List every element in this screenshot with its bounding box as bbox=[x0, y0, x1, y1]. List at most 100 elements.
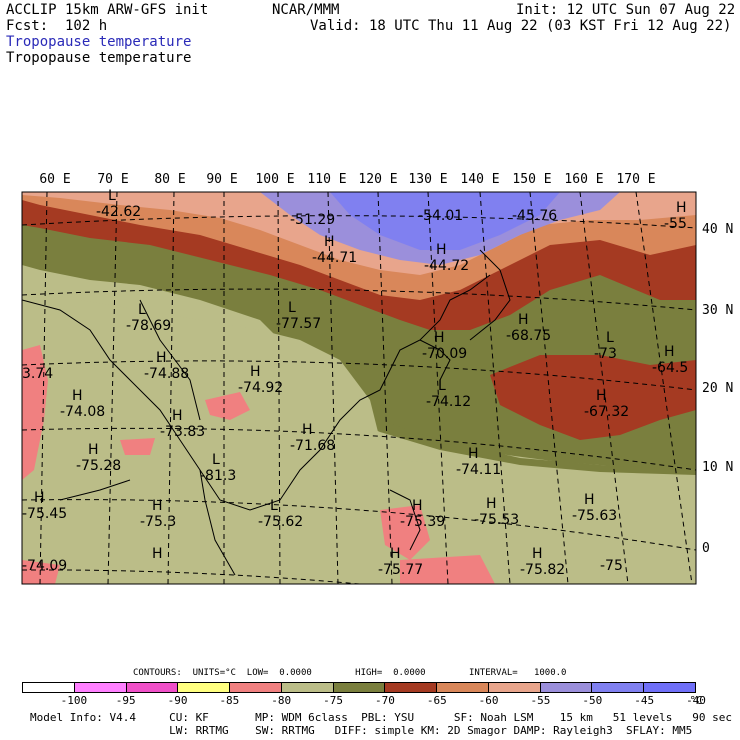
low-center-label: L-77.57 bbox=[276, 300, 321, 332]
forecast-hour: Fcst: 102 h bbox=[6, 18, 108, 34]
center-value: -74.09 bbox=[22, 558, 67, 574]
high-center-label: H-71.68 bbox=[290, 422, 335, 454]
center-mark: H bbox=[72, 388, 83, 404]
colorbar-swatch bbox=[333, 683, 386, 692]
high-center-label: H-75.28 bbox=[76, 442, 121, 474]
center-value: -44.72 bbox=[424, 258, 469, 274]
center-value: -78.69 bbox=[126, 318, 171, 334]
center-mark: L bbox=[606, 330, 614, 346]
longitude-label: 140 E bbox=[460, 172, 500, 187]
center-mark: H bbox=[34, 490, 45, 506]
high-center-label: H-74.08 bbox=[60, 388, 105, 420]
colorbar-swatch bbox=[385, 683, 438, 692]
center-mark: H bbox=[152, 498, 163, 514]
colorbar-tick-label: -65 bbox=[426, 694, 447, 707]
low-center-label: L-78.69 bbox=[126, 302, 171, 334]
high-center-label: H-64.5 bbox=[652, 344, 688, 376]
low-center-label: L-81.3 bbox=[200, 452, 236, 484]
longitude-label: 130 E bbox=[408, 172, 448, 187]
center-value: -54.01 bbox=[418, 208, 463, 224]
latitude-label: 40 N bbox=[702, 222, 734, 237]
high-center-label: H-75.45 bbox=[22, 490, 67, 522]
colorbar-tick-label: -75 bbox=[323, 694, 343, 707]
center-mark: L bbox=[438, 378, 446, 394]
colorbar-swatch bbox=[126, 683, 179, 692]
high-center-label: H-75.63 bbox=[572, 492, 617, 524]
org-label: NCAR/MMM bbox=[272, 2, 340, 18]
high-center-label: H-74.88 bbox=[144, 350, 189, 382]
high-center-label: H-73.83 bbox=[160, 408, 205, 440]
graticule bbox=[22, 192, 696, 584]
center-value: -67.32 bbox=[584, 404, 629, 420]
field-pink-patch-4 bbox=[380, 505, 430, 560]
center-mark: L bbox=[108, 188, 116, 204]
colorbar-swatch bbox=[23, 683, 75, 692]
center-value: -74.88 bbox=[144, 366, 189, 382]
center-value: -75.28 bbox=[76, 458, 121, 474]
high-center-label: H-75.82 bbox=[520, 546, 565, 578]
center-value: -70.09 bbox=[422, 346, 467, 362]
colorbar-tick-label: -50 bbox=[582, 694, 603, 707]
center-mark: H bbox=[434, 330, 445, 346]
center-value: -75.82 bbox=[520, 562, 565, 578]
high-center-label: H-75.53 bbox=[474, 496, 519, 528]
center-value: -44.71 bbox=[312, 250, 357, 266]
colorbar-swatch bbox=[540, 683, 593, 692]
center-mark: H bbox=[596, 388, 607, 404]
center-mark: H bbox=[664, 344, 675, 360]
colorbar-swatch bbox=[230, 683, 282, 692]
colorbar-swatch bbox=[281, 683, 334, 692]
colorbar-tick-label: -80 bbox=[271, 694, 292, 707]
colorbar-tick-label: -55 bbox=[530, 694, 551, 707]
center-value: -74.11 bbox=[456, 462, 501, 478]
colorbar-tick-label: -95 bbox=[115, 694, 136, 707]
high-center-label: H-67.32 bbox=[584, 388, 629, 420]
center-value: -51.29 bbox=[290, 212, 335, 228]
colorbar-tick-label: -90 bbox=[167, 694, 188, 707]
high-center-label: H-75.77 bbox=[378, 546, 423, 578]
high-center-label: H-70.09 bbox=[422, 330, 467, 362]
map-frame bbox=[21, 191, 697, 585]
latitude-label: 30 N bbox=[702, 303, 734, 318]
center-mark: H bbox=[436, 242, 447, 258]
colorbar-swatch bbox=[644, 683, 695, 692]
longitude-label: 120 E bbox=[358, 172, 398, 187]
colorbar-tick-label: -70 bbox=[374, 694, 395, 707]
high-center-label: H-75.39 bbox=[400, 498, 445, 530]
high-center-label: H-55 bbox=[664, 200, 687, 232]
field-title-1: Tropopause temperature bbox=[6, 34, 192, 50]
center-mark: L bbox=[138, 302, 146, 318]
longitude-label: 100 E bbox=[255, 172, 295, 187]
longitude-label: 60 E bbox=[39, 172, 71, 187]
center-value: -77.57 bbox=[276, 316, 321, 332]
center-mark: H bbox=[172, 408, 183, 424]
center-mark: L bbox=[212, 452, 220, 468]
center-mark: H bbox=[302, 422, 313, 438]
field-pink-patch-1 bbox=[22, 345, 48, 480]
longitude-label: 70 E bbox=[97, 172, 129, 187]
center-mark: H bbox=[584, 492, 595, 508]
colorbar-tick-label: -100 bbox=[60, 694, 88, 707]
center-value: -75.53 bbox=[474, 512, 519, 528]
field-blue-region bbox=[330, 192, 560, 250]
center-value: -75.39 bbox=[400, 514, 445, 530]
model-title: ACCLIP 15km ARW-GFS init bbox=[6, 2, 209, 18]
high-center-label: H-44.71 bbox=[312, 234, 357, 266]
high-center-label: H-75.3 bbox=[140, 498, 176, 530]
high-center-label: H bbox=[152, 546, 163, 562]
colorbar-tick-label: -45 bbox=[634, 694, 655, 707]
colorbar-swatch bbox=[592, 683, 645, 692]
center-mark: H bbox=[250, 364, 261, 380]
valid-time: Valid: 18 UTC Thu 11 Aug 22 (03 KST Fri … bbox=[310, 18, 732, 34]
center-value: -74.08 bbox=[60, 404, 105, 420]
contour-info: CONTOURS: UNITS=°C LOW= 0.0000 HIGH= 0.0… bbox=[133, 668, 567, 678]
colorbar-tick-label: -60 bbox=[478, 694, 499, 707]
colorbar-tick-label: -85 bbox=[219, 694, 240, 707]
colorbar-swatch bbox=[74, 683, 127, 692]
center-value: -75 bbox=[600, 558, 623, 574]
low-center-label: L-73 bbox=[594, 330, 617, 362]
center-mark: H bbox=[390, 546, 401, 562]
center-mark: L bbox=[288, 300, 296, 316]
center-mark: H bbox=[412, 498, 423, 514]
